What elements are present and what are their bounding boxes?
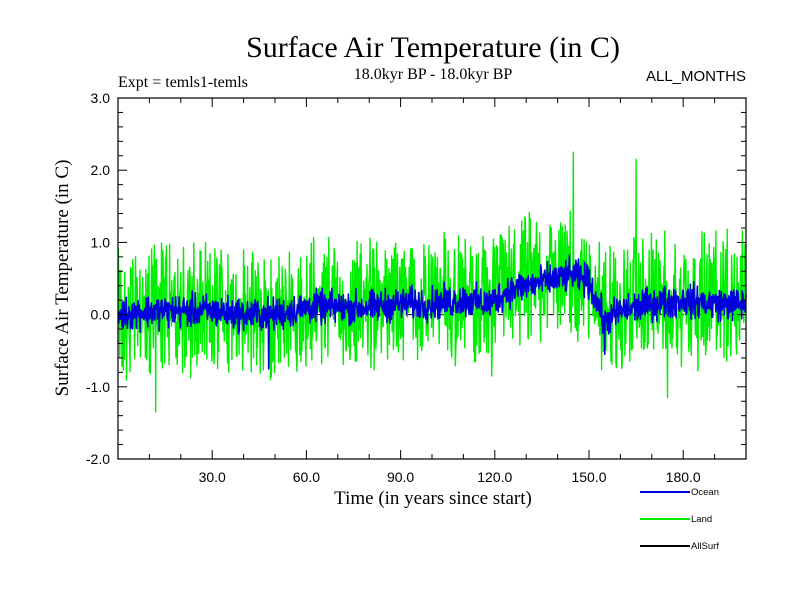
x-tick-label: 60.0 (293, 469, 320, 485)
x-tick-label: 30.0 (199, 469, 226, 485)
x-axis-label: Time (in years since start) (334, 488, 532, 509)
chart-subtitle-left: Expt = temls1-temls (118, 74, 248, 91)
series-line-land (117, 151, 747, 413)
legend-label-ocean: Ocean (691, 487, 719, 498)
y-tick-label: 2.0 (91, 162, 111, 178)
x-tick-label: 120.0 (477, 469, 512, 485)
plot-area (117, 151, 747, 413)
y-tick-label: -1.0 (86, 379, 110, 395)
x-tick-label: 90.0 (387, 469, 414, 485)
x-tick-label: 150.0 (571, 469, 606, 485)
legend-label-allsurf: AllSurf (691, 541, 719, 552)
axes: 30.0 60.0 90.0 120.0 150.0 180.0 -2.0 -1.0 0.0 1.… (86, 90, 747, 485)
chart-title: Surface Air Temperature (in C) (246, 31, 620, 64)
y-tick-label: 1.0 (91, 234, 111, 250)
series-line-ocean (117, 254, 747, 370)
legend-label-land: Land (691, 514, 712, 525)
y-tick-label: 0.0 (91, 307, 111, 323)
chart-subtitle-center: 18.0kyr BP - 18.0kyr BP (354, 66, 513, 83)
y-tick-label: 3.0 (91, 90, 111, 106)
legend: Ocean Land AllSurf (640, 487, 719, 552)
chart-subtitle-right: ALL_MONTHS (646, 68, 746, 85)
x-tick-label: 180.0 (666, 469, 701, 485)
y-axis-label: Surface Air Temperature (in C) (52, 160, 73, 397)
y-tick-label: -2.0 (86, 451, 110, 467)
